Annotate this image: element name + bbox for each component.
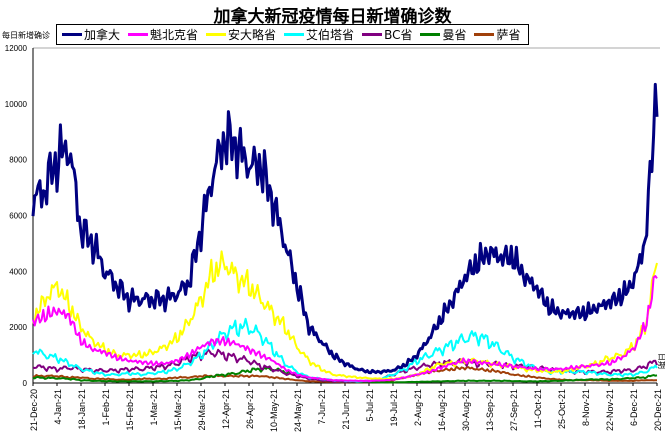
y-tick-label: 8000	[9, 156, 27, 165]
x-tick-label: 8-Nov-21	[581, 389, 591, 426]
y-tick-label: 12000	[5, 44, 28, 53]
legend-swatch	[474, 33, 495, 36]
x-tick-label: 16-Aug-21	[437, 389, 447, 431]
series-line-1	[32, 275, 658, 382]
legend-label: 加拿大	[84, 28, 121, 42]
x-tick-label: 7-Jun-21	[317, 389, 327, 425]
y-tick-label: 6000	[9, 212, 27, 221]
x-tick-label: 27-Sep-21	[509, 389, 519, 431]
legend-label: BC省	[384, 28, 413, 42]
legend-label: 艾伯塔省	[306, 28, 355, 42]
y-axis-label: 每日新增确诊	[2, 31, 50, 40]
series-line-2	[32, 250, 658, 381]
x-tick-label: 18-Jan-21	[77, 389, 87, 430]
x-tick-label: 2-Aug-21	[413, 389, 423, 426]
legend: 加拿大 魁北克省 安大略省 艾伯塔省 BC省 曼省 萨省	[56, 24, 529, 45]
x-tick-label: 30-Aug-21	[461, 389, 471, 431]
legend-item: 曼省	[420, 26, 466, 43]
legend-swatch	[420, 33, 441, 36]
x-tick-label: 12-Apr-21	[221, 389, 231, 429]
x-tick-label: 21-Jun-21	[341, 389, 351, 430]
legend-swatch	[62, 33, 82, 36]
x-tick-label: 21-Dec-20	[29, 389, 39, 431]
x-tick-label: 15-Mar-21	[173, 389, 183, 431]
x-tick-label: 26-Apr-21	[245, 389, 255, 429]
x-tick-label: 1-Mar-21	[149, 389, 159, 426]
x-tick-label: 19-Jul-21	[389, 389, 399, 427]
legend-label: 安大略省	[228, 28, 277, 42]
legend-label: 萨省	[496, 28, 521, 42]
x-tick-label: 6-Dec-21	[629, 389, 639, 426]
y-tick-label: 0	[23, 379, 28, 388]
y-tick-label: 10000	[5, 100, 28, 109]
x-tick-label: 29-Mar-21	[197, 389, 207, 431]
x-tick-label: 25-Oct-21	[557, 389, 567, 429]
series-line-0	[31, 82, 659, 375]
legend-label: 魁北克省	[150, 28, 199, 42]
legend-item: BC省	[362, 26, 412, 43]
legend-item: 魁北克省	[128, 26, 198, 43]
x-tick-label: 13-Sep-21	[485, 389, 495, 431]
chart-title: 加拿大新冠疫情每日新增确诊数	[213, 7, 452, 27]
x-tick-label: 11-Oct-21	[533, 389, 543, 428]
legend-item: 萨省	[474, 26, 521, 43]
x-tick-label: 15-Feb-21	[125, 389, 135, 431]
x-tick-label: 5-Jul-21	[365, 389, 375, 422]
x-tick-label: 24-May-21	[293, 389, 303, 432]
legend-swatch	[128, 33, 149, 36]
x-tick-label: 22-Nov-21	[605, 389, 615, 431]
x-tick-label: 10-May-21	[269, 389, 279, 432]
legend-swatch	[206, 33, 227, 36]
legend-item: 艾伯塔省	[284, 26, 354, 43]
x-tick-label: 4-Jan-21	[53, 389, 63, 425]
x-tick-label: 20-Dec-21	[653, 389, 663, 431]
y-tick-label: 4000	[9, 267, 27, 276]
legend-label: 曼省	[442, 28, 467, 42]
x-axis-label: 日期	[657, 353, 665, 369]
legend-item: 安大略省	[206, 26, 276, 43]
y-tick-label: 2000	[9, 323, 27, 332]
legend-item: 加拿大	[62, 26, 120, 43]
legend-swatch	[284, 33, 305, 36]
legend-swatch	[362, 33, 383, 36]
x-tick-label: 1-Feb-21	[101, 389, 111, 426]
